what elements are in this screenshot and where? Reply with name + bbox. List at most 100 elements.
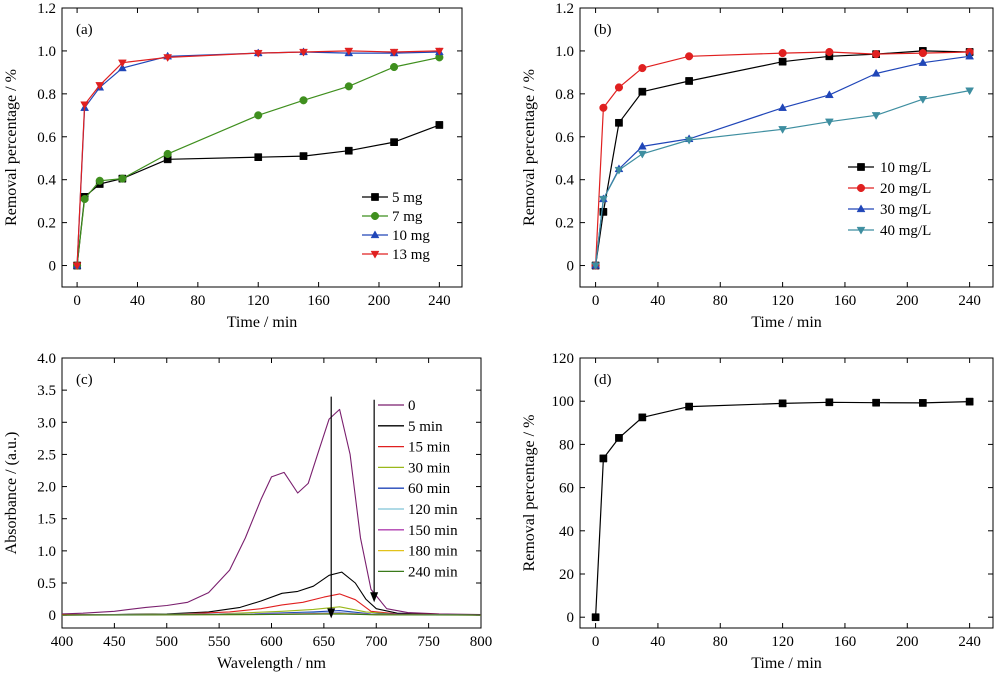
panel-c-ytick-label: 2.0 <box>37 480 56 496</box>
panel-b-data-point <box>684 136 694 145</box>
panel-c-ytick-label: 0 <box>49 608 57 624</box>
panel-a-data-point <box>435 121 444 129</box>
panel-b-ytick-label: 0.6 <box>555 130 574 146</box>
panel-a-data-point <box>72 262 82 271</box>
panel-a-series-line <box>76 124 440 266</box>
panel-b-xtick-label: 120 <box>771 293 794 309</box>
panel-b-data-point <box>615 118 623 127</box>
panel-a-ytick-label: 0.2 <box>37 216 56 232</box>
panel-a-data-point <box>80 101 90 110</box>
panel-a: 0 40 80 120 160 200 240 0 0.2 0.4 0.6 0.8 1.0 1.2 Time… <box>3 1 463 331</box>
panel-d-data-point <box>825 398 834 407</box>
panel-d-xtick-label: 0 <box>592 634 600 650</box>
panel-c-xtick-label: 650 <box>313 634 336 650</box>
panel-d-label: (d) <box>594 372 612 388</box>
panel-c-ytick-label: 3.5 <box>37 383 56 399</box>
panel-b-data-point <box>637 150 647 159</box>
panel-b-ytick-label: 0 <box>567 259 575 275</box>
panel-b-xlabel: Time / min <box>751 314 822 331</box>
panel-b-legend: 10 mg/L 20 mg/L 30 mg/L 40 mg/L <box>848 160 931 239</box>
panel-a-xlabel: Time / min <box>227 314 298 331</box>
panel-d-data-point <box>778 399 787 408</box>
panel-b-xtick-label: 0 <box>592 293 600 309</box>
panel-b-data-point <box>591 262 600 271</box>
panel-b-xtick-label: 40 <box>650 293 665 309</box>
panel-d-data-point <box>599 454 608 463</box>
panel-b-ytick-label: 0.2 <box>555 216 574 232</box>
panel-b-data-point <box>685 77 693 85</box>
panel-a-ytick-label: 0.4 <box>37 173 56 189</box>
panel-b-data-point <box>685 52 694 61</box>
panel-c-legend-entry: 150 min <box>408 523 458 539</box>
panel-c-xlabel: Wavelength / nm <box>217 655 326 672</box>
panel-a-xtick-label: 240 <box>428 293 451 309</box>
panel-a-data-point <box>434 47 444 56</box>
panel-b-series-line <box>595 50 970 266</box>
panel-d-xtick-label: 240 <box>958 634 981 650</box>
panel-d-data-point <box>919 399 927 407</box>
panel-b-legend-entry: 40 mg/L <box>880 223 931 239</box>
panel-b-legend-marker <box>856 204 866 213</box>
panel-a-data-point <box>299 152 308 160</box>
panel-b-series-line <box>595 90 970 266</box>
panel-a-xtick-label: 0 <box>73 293 81 309</box>
panel-c-ytick-label: 3.0 <box>37 415 56 431</box>
panel-b-data-point <box>824 118 834 127</box>
panel-c-legend-entry: 15 min <box>408 440 451 456</box>
panel-c-legend-entry: 120 min <box>408 502 458 518</box>
panel-a-data-point <box>163 149 172 158</box>
panel-d-ytick-label: 0 <box>567 610 575 626</box>
panel-b: 0 40 80 120 160 200 240 0 0.2 0.4 0.6 0.8 1.0 1.2 Time… <box>521 1 994 331</box>
panel-d-ylabel: Removal percentage / % <box>521 415 538 572</box>
panel-a-data-point <box>117 59 127 68</box>
panel-a-data-point <box>344 146 353 155</box>
panel-c-xtick-label: 700 <box>365 634 388 650</box>
panel-a-xtick-label: 80 <box>190 293 205 309</box>
panel-d-ytick-label: 60 <box>559 481 574 497</box>
panel-a-legend-entry: 13 mg <box>392 247 430 263</box>
panel-b-data-point <box>965 51 975 60</box>
panel-c-trend-arrowhead <box>370 592 379 603</box>
panel-c-legend-entry: 30 min <box>408 460 451 476</box>
panel-d-data-point <box>615 434 623 442</box>
panel-c-legend-entry: 60 min <box>408 481 451 497</box>
panel-c-xtick-label: 600 <box>260 634 283 650</box>
panel-c-series-line <box>61 613 482 616</box>
panel-c-trend-arrowhead <box>327 608 336 619</box>
panel-a-frame <box>61 7 463 288</box>
panel-a-legend-marker <box>371 193 379 201</box>
panel-b-data-point <box>598 195 608 204</box>
panel-a-xtick-label: 160 <box>307 293 330 309</box>
panel-b-data-point <box>871 112 881 120</box>
panel-b-ytick-label: 0.4 <box>555 173 574 189</box>
panel-b-frame <box>579 7 994 288</box>
panel-c-ytick-label: 2.5 <box>37 447 56 463</box>
panel-b-legend-marker <box>856 226 866 235</box>
panel-a-plot-area <box>72 47 444 271</box>
panel-b-xtick-label: 80 <box>713 293 728 309</box>
panel-b-data-point <box>965 87 975 96</box>
panel-a-legend-marker <box>370 230 380 239</box>
panel-a-xtick-label: 120 <box>247 293 270 309</box>
panel-c-legend-entry: 180 min <box>408 544 458 560</box>
panel-c-legend-entry: 5 min <box>408 419 443 435</box>
panel-d-data-point <box>591 613 600 622</box>
panel-a-data-point <box>299 48 308 57</box>
panel-b-legend-marker <box>856 183 866 193</box>
panel-c-xtick-label: 550 <box>208 634 231 650</box>
panel-a-ylabel: Removal percentage / % <box>3 69 20 226</box>
panel-d-xtick-label: 200 <box>896 634 919 650</box>
panel-b-data-point <box>918 58 928 66</box>
panel-b-data-point <box>778 57 787 66</box>
panel-a-series-line <box>76 50 440 266</box>
panel-a-data-point <box>389 48 399 57</box>
panel-a-data-point <box>95 176 104 185</box>
panel-c-legend: 0 5 min 15 min 30 min 60 min 120 min 150 min 18… <box>378 398 458 580</box>
panel-b-label: (b) <box>594 22 612 38</box>
panel-a-data-point <box>254 111 263 120</box>
panel-b-data-point <box>638 87 647 96</box>
panel-b-xtick-label: 240 <box>958 293 981 309</box>
panel-d-data-point <box>685 402 693 411</box>
panel-a-legend-entry: 7 mg <box>392 209 423 225</box>
panel-d-ytick-label: 120 <box>552 351 575 367</box>
